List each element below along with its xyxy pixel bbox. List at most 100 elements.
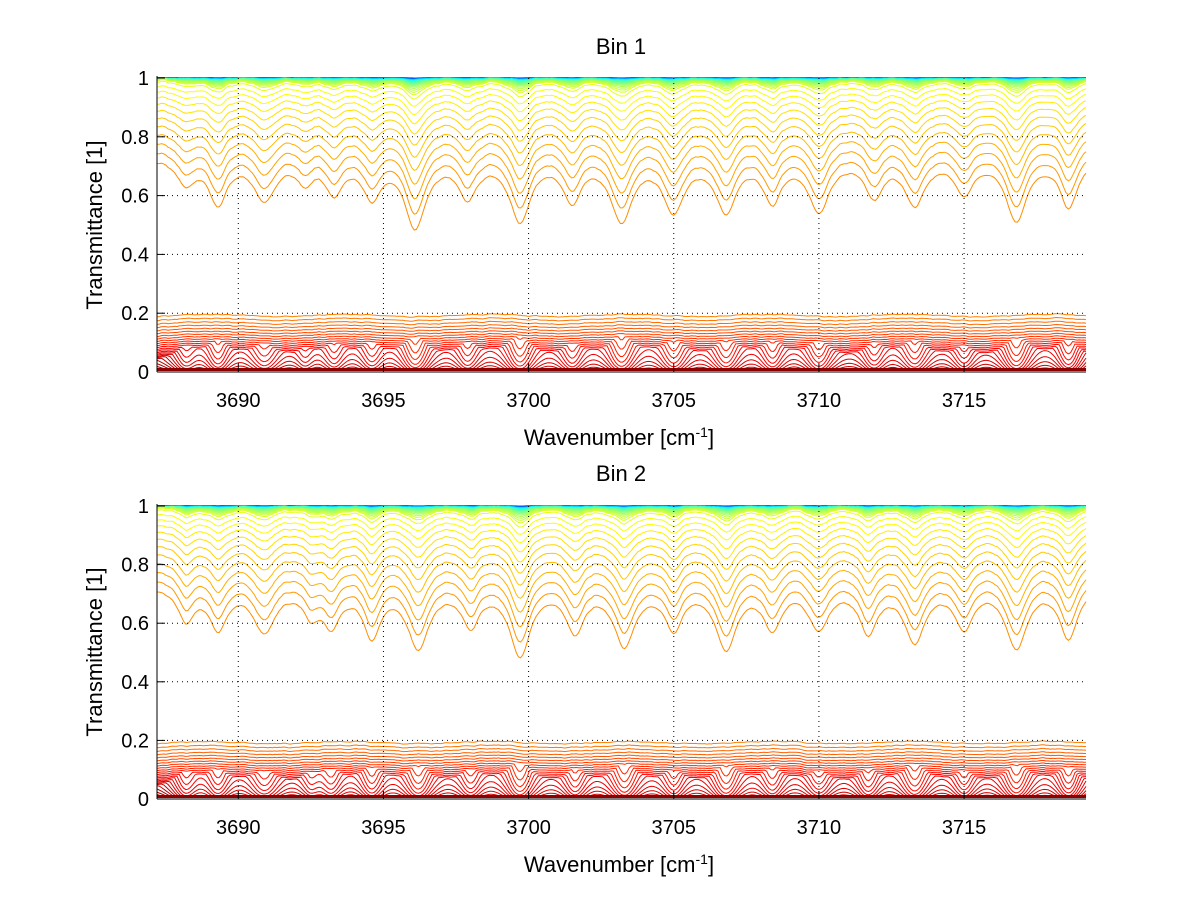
spectrum-line (157, 581, 1087, 643)
spectrum-line (156, 767, 1086, 788)
spectrum-line (156, 80, 1087, 100)
spectrum-line (156, 760, 1087, 765)
y-tick-label: 1 (138, 68, 149, 90)
y-tick-labels: 0 0.2 0.4 0.6 0.8 1 (121, 496, 149, 811)
spectrum-line (156, 323, 1087, 329)
subplot-bin-2: Bin 2 0 0.2 0.4 0.6 0.8 1 3690 3695 3700 3705 371… (82, 461, 1087, 877)
spectrum-line (156, 96, 1087, 125)
spectrum-line (156, 772, 1086, 798)
x-axis-label-base: Wavenumber [cm (524, 852, 696, 877)
spectrum-line (156, 327, 1087, 332)
y-tick-label: 1 (138, 496, 149, 518)
spectrum-line (156, 335, 1087, 345)
spectrum-line (156, 747, 1086, 753)
spectrum-line (156, 78, 1087, 96)
x-tick-labels: 3690 3695 3700 3705 3710 3715 (216, 390, 986, 412)
spectrum-line (156, 162, 1087, 231)
spectrum-line (156, 330, 1087, 335)
spectrum-line (156, 762, 1087, 773)
x-tick-labels: 3690 3695 3700 3705 3710 3715 (216, 817, 986, 839)
spectrum-line (156, 740, 1087, 745)
spectrum-line (156, 85, 1087, 107)
x-tick-label: 3710 (797, 817, 842, 839)
spectrum-line (156, 332, 1087, 338)
x-tick-label: 3690 (216, 817, 261, 839)
spectrum-line (156, 751, 1086, 756)
spectrum-line (156, 764, 1086, 781)
spectrum-line (156, 513, 1087, 535)
spectrum-line (156, 506, 1087, 519)
x-tick-label: 3695 (361, 390, 406, 412)
spectrum-line (156, 538, 1087, 574)
spectrum-line (156, 313, 1087, 318)
x-axis-label-sup: -1 (696, 851, 709, 867)
spectrum-line (156, 343, 1087, 369)
spectrum-line (156, 337, 1087, 354)
axes (156, 76, 1086, 373)
plot-title: Bin 1 (596, 34, 646, 59)
x-axis-label: Wavenumber [cm-1] (524, 851, 714, 877)
spectrum-line (156, 525, 1087, 553)
spectra-lines (156, 505, 1087, 799)
x-tick-label: 3715 (942, 817, 987, 839)
spectrum-line (156, 571, 1087, 628)
spectrum-line (156, 320, 1087, 326)
spectra-lines (156, 77, 1087, 372)
x-tick-label: 3710 (797, 390, 842, 412)
spectrum-line (156, 546, 1087, 586)
spectrum-line (156, 744, 1086, 749)
x-axis-label: Wavenumber [cm-1] (524, 424, 714, 450)
spectrum-line (156, 771, 1087, 796)
spectrum-line (156, 339, 1087, 360)
y-tick-label: 0.8 (121, 127, 149, 149)
plot-title: Bin 2 (596, 461, 646, 486)
x-tick-label: 3705 (652, 817, 697, 839)
saturated-floor (157, 368, 1086, 371)
spectrum-line (156, 519, 1087, 544)
y-tick-labels: 0 0.2 0.4 0.6 0.8 1 (121, 68, 149, 384)
y-tick-label: 0.2 (121, 303, 149, 325)
spectrum-line (157, 152, 1087, 215)
x-tick-label: 3695 (361, 817, 406, 839)
spectrum-line (156, 562, 1087, 613)
spectrum-line (156, 316, 1087, 322)
spectrum-line (156, 769, 1087, 792)
spectrum-line (156, 78, 1087, 90)
spectrum-line (156, 125, 1087, 171)
spectrum-line (156, 78, 1087, 93)
x-tick-label: 3700 (506, 390, 551, 412)
spectrum-line (156, 102, 1087, 135)
x-tick-label: 3705 (652, 390, 697, 412)
spectrum-line (156, 341, 1087, 365)
x-tick-label: 3715 (942, 390, 987, 412)
spectrum-line (156, 554, 1087, 599)
spectrum-line (156, 117, 1087, 158)
spectrum-line (156, 507, 1087, 524)
grid (157, 506, 1086, 799)
axes (156, 504, 1086, 800)
x-axis-label-end: ] (708, 852, 714, 877)
spectrum-line (156, 509, 1087, 528)
spectrum-line (156, 754, 1086, 759)
y-tick-label: 0.4 (121, 672, 149, 694)
spectrum-line (156, 506, 1087, 518)
y-tick-label: 0.4 (121, 244, 149, 266)
spectrum-line (156, 591, 1087, 659)
spectrum-line (156, 757, 1086, 762)
spectrum-line (156, 90, 1087, 116)
y-tick-label: 0 (138, 789, 149, 811)
y-tick-label: 0.2 (121, 730, 149, 752)
x-axis-label-base: Wavenumber [cm (524, 425, 696, 450)
y-tick-label: 0.6 (121, 186, 149, 208)
spectrum-line (156, 109, 1087, 146)
spectrum-line (157, 143, 1087, 200)
x-axis-label-sup: -1 (696, 424, 709, 440)
y-axis-label: Transmittance [1] (82, 140, 107, 309)
x-tick-label: 3700 (506, 817, 551, 839)
spectrum-line (156, 507, 1087, 521)
grid (157, 78, 1086, 372)
x-tick-label: 3690 (216, 390, 261, 412)
spectrum-line (156, 78, 1087, 91)
spectrum-line (156, 531, 1087, 563)
